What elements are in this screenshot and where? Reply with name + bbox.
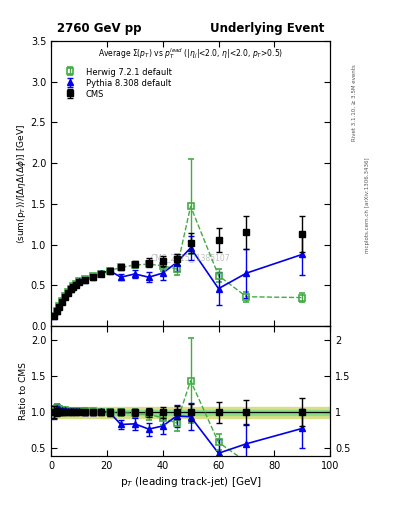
Legend: Herwig 7.2.1 default, Pythia 8.308 default, CMS: Herwig 7.2.1 default, Pythia 8.308 defau… <box>58 65 174 101</box>
Y-axis label: $\langle$sum(p$_T$)$\rangle$/[$\Delta\eta\Delta(\Delta\phi)$] [GeV]: $\langle$sum(p$_T$)$\rangle$/[$\Delta\et… <box>15 123 28 244</box>
Text: Underlying Event: Underlying Event <box>210 22 325 35</box>
Text: CMS_2015_I1385107: CMS_2015_I1385107 <box>151 253 230 262</box>
Y-axis label: Ratio to CMS: Ratio to CMS <box>19 362 28 420</box>
Text: Average $\Sigma(p_T)$ vs $p_T^{lead}$ ($|\eta_j|$<2.0, $\eta|$<2.0, $p_T$>0.5): Average $\Sigma(p_T)$ vs $p_T^{lead}$ ($… <box>98 47 283 61</box>
Bar <box>51 410 330 415</box>
Text: Rivet 3.1.10, ≥ 3.5M events: Rivet 3.1.10, ≥ 3.5M events <box>352 64 357 141</box>
X-axis label: p$_T$ (leading track-jet) [GeV]: p$_T$ (leading track-jet) [GeV] <box>119 475 262 489</box>
Text: 2760 GeV pp: 2760 GeV pp <box>57 22 141 35</box>
Text: mcplots.cern.ch [arXiv:1306.3436]: mcplots.cern.ch [arXiv:1306.3436] <box>365 157 371 252</box>
Bar <box>51 408 330 417</box>
